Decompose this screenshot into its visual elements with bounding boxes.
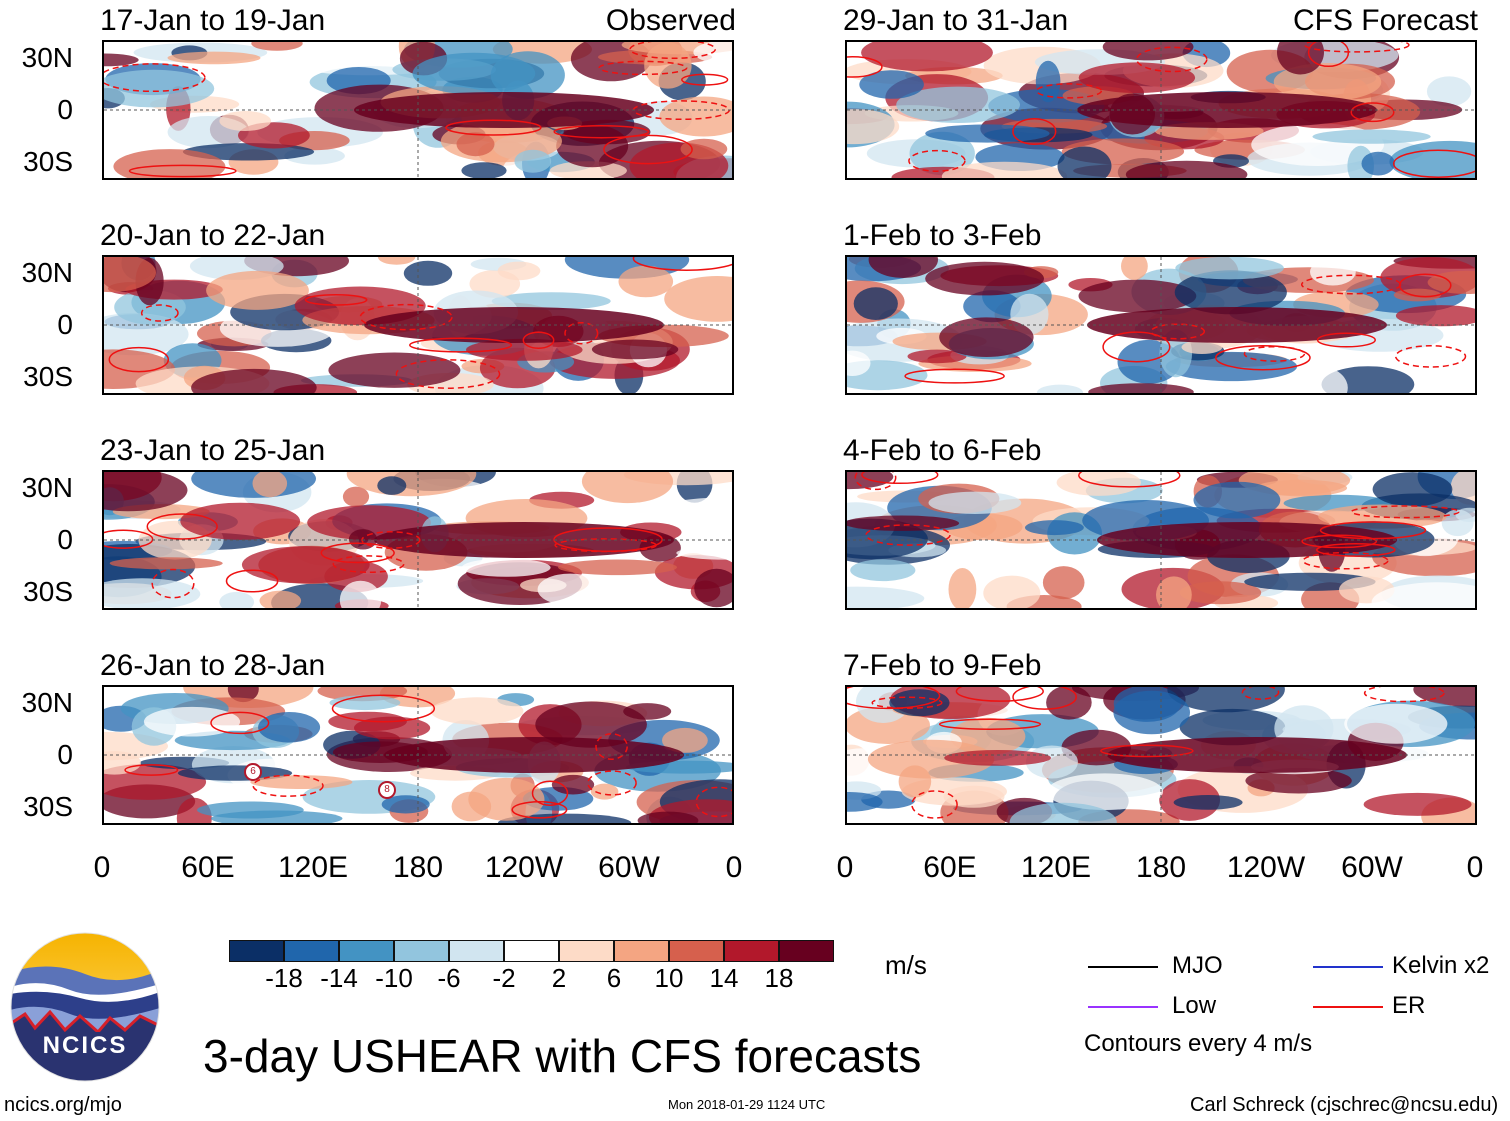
colorbar-swatch [504, 940, 559, 962]
colorbar-tick: -18 [265, 963, 303, 993]
colorbar-swatch [229, 940, 284, 962]
shear-field [104, 257, 732, 393]
lon-label: 120W [1226, 851, 1306, 884]
colorbar-swatch [449, 940, 504, 962]
shear-field [104, 472, 732, 608]
lon-label: 0 [725, 851, 743, 884]
shear-field [847, 472, 1475, 608]
low-legend-label: Low [1172, 992, 1217, 1019]
lat-label: 0 [57, 94, 73, 125]
colorbar-tick: 2 [551, 963, 567, 993]
lat-label: 30N [21, 472, 73, 503]
tropical-cyclone-marker: 6 [244, 763, 262, 781]
colorbar-swatch [614, 940, 669, 962]
shear-map [845, 685, 1477, 825]
panel-tag: CFS Forecast [1292, 4, 1478, 37]
er-legend-label: ER [1392, 992, 1426, 1019]
colorbar-tick: 10 [654, 963, 684, 993]
panel-title: 4-Feb to 6-Feb [843, 434, 1042, 467]
lon-label: 120W [484, 851, 564, 884]
colorbar-swatch [339, 940, 394, 962]
shear-field [847, 257, 1475, 393]
colorbar-tick: 18 [764, 963, 794, 993]
kelvin-legend-line [1313, 966, 1383, 968]
shear-map [845, 470, 1477, 610]
panel-title: 26-Jan to 28-Jan [100, 649, 326, 682]
colorbar-tick: 14 [709, 963, 739, 993]
ncics-logo[interactable]: NCICS [10, 932, 160, 1082]
kelvin-legend-label: Kelvin x2 [1392, 952, 1490, 979]
panel-title: 17-Jan to 19-Jan [100, 4, 326, 37]
author-credit: Carl Schreck (cjschrec@ncsu.edu) [1190, 1094, 1499, 1116]
panel-title: 7-Feb to 9-Feb [843, 649, 1042, 682]
ncics-url-link[interactable]: ncics.org/mjo [4, 1094, 122, 1116]
shear-field [104, 42, 732, 178]
colorbar-swatch [669, 940, 724, 962]
shear-field [104, 687, 732, 823]
lat-label: 30S [23, 361, 73, 392]
lat-label: 0 [57, 739, 73, 770]
main-title: 3-day USHEAR with CFS forecasts [203, 1030, 922, 1082]
lon-label: 120E [277, 851, 349, 884]
lon-label: 0 [93, 851, 111, 884]
lat-label: 30S [23, 791, 73, 822]
lat-label: 30S [23, 146, 73, 177]
timestamp: Mon 2018-01-29 1124 UTC [668, 1097, 826, 1112]
panel-title: 1-Feb to 3-Feb [843, 219, 1042, 252]
shear-map [102, 470, 734, 610]
shear-map [102, 255, 734, 395]
panel-title: 29-Jan to 31-Jan [843, 4, 1069, 37]
shear-map [845, 255, 1477, 395]
panel-tag: Observed [605, 4, 736, 37]
panel-title: 20-Jan to 22-Jan [100, 219, 326, 252]
contour-interval-note: Contours every 4 m/s [1084, 1030, 1313, 1057]
lat-label: 30N [21, 687, 73, 718]
lat-label: 0 [57, 309, 73, 340]
logo-text: NCICS [42, 1032, 128, 1059]
colorbar-tick: 6 [606, 963, 622, 993]
lon-label: 60W [1341, 851, 1403, 884]
lon-label: 0 [836, 851, 854, 884]
lon-label: 60E [923, 851, 977, 884]
lon-label: 180 [392, 851, 444, 884]
lon-label: 180 [1135, 851, 1187, 884]
colorbar-unit: m/s [885, 950, 927, 980]
shear-field [847, 687, 1475, 823]
colorbar-swatch [284, 940, 339, 962]
mjo-legend-line [1088, 966, 1158, 968]
tropical-cyclone-marker: 8 [378, 781, 396, 799]
colorbar-swatch [559, 940, 614, 962]
lat-label: 30N [21, 257, 73, 288]
lon-label: 120E [1020, 851, 1092, 884]
panel-title: 23-Jan to 25-Jan [100, 434, 326, 467]
shear-field [847, 42, 1475, 178]
colorbar-tick: -10 [375, 963, 413, 993]
colorbar-tick: -6 [437, 963, 461, 993]
low-legend-line [1088, 1006, 1158, 1008]
colorbar-swatch [394, 940, 449, 962]
lat-label: 30N [21, 42, 73, 73]
lon-label: 60W [598, 851, 660, 884]
lat-label: 0 [57, 524, 73, 555]
colorbar-swatch [779, 940, 834, 962]
mjo-legend-label: MJO [1172, 952, 1223, 979]
lon-label: 0 [1466, 851, 1484, 884]
colorbar-swatch [724, 940, 779, 962]
colorbar-tick: -2 [492, 963, 516, 993]
colorbar-tick: -14 [320, 963, 358, 993]
shear-map [845, 40, 1477, 180]
ncics-logo-graphic [10, 932, 160, 1082]
shear-map [102, 685, 734, 825]
er-legend-line [1313, 1006, 1383, 1008]
lon-label: 60E [181, 851, 235, 884]
lat-label: 30S [23, 576, 73, 607]
shear-map [102, 40, 734, 180]
